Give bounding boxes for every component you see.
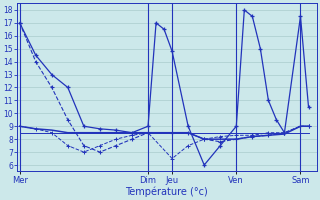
X-axis label: Température (°c): Température (°c) [125,186,208,197]
